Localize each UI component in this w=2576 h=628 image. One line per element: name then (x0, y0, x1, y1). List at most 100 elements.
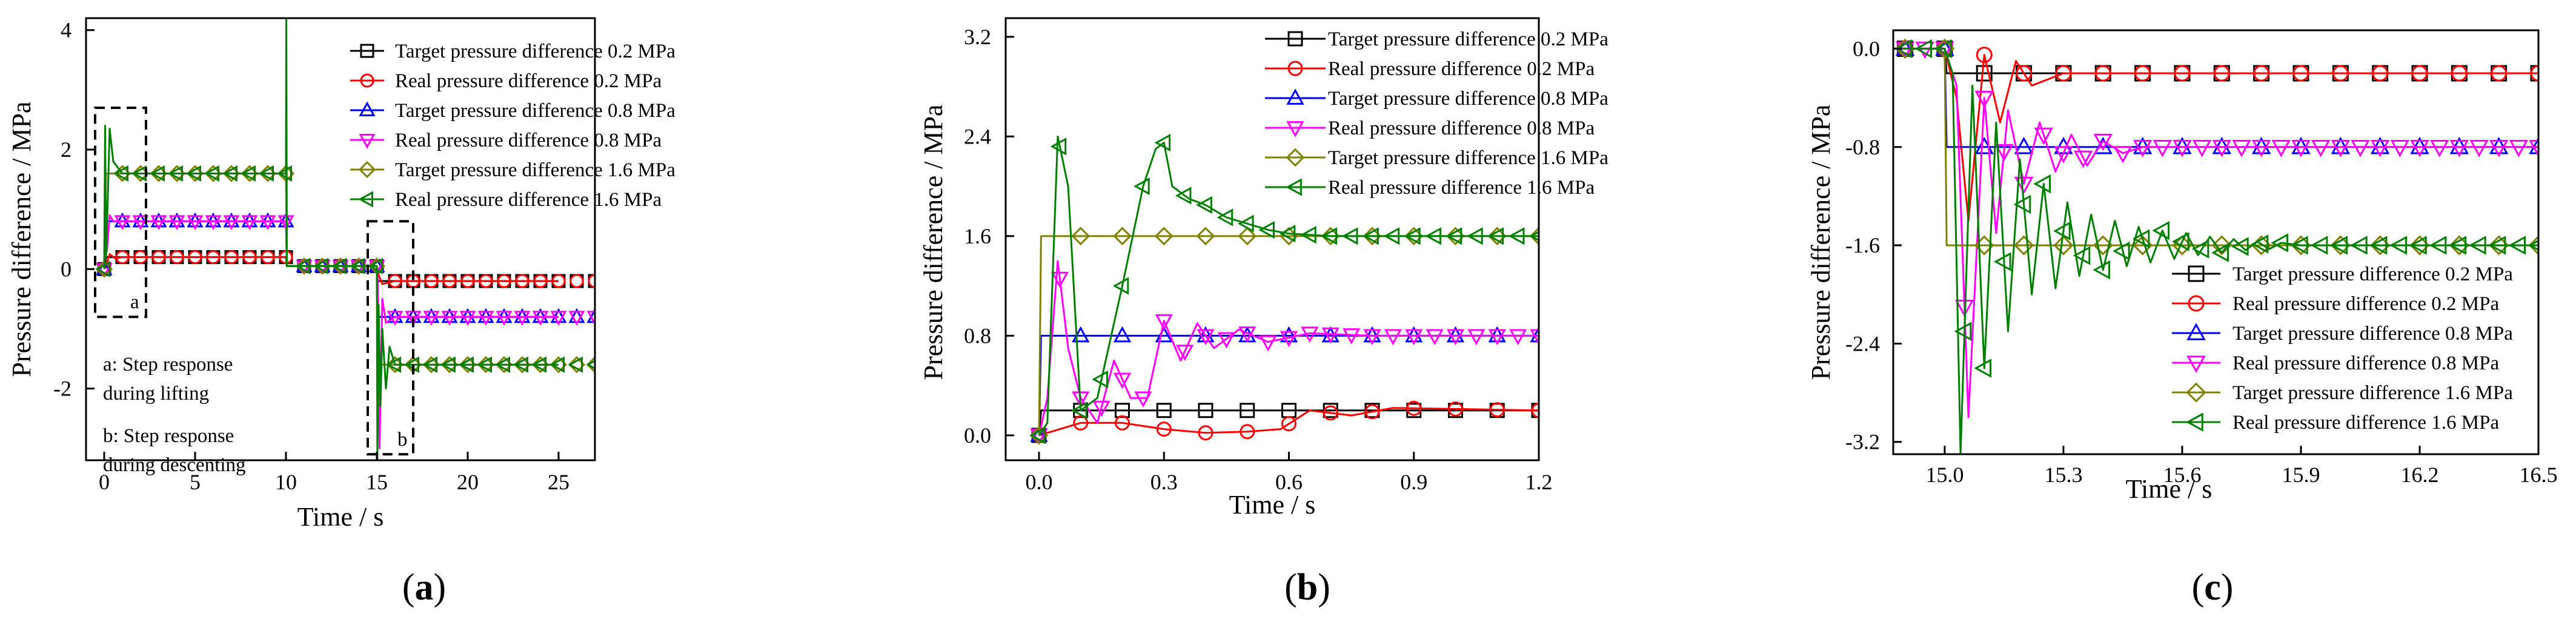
data-point (568, 311, 585, 326)
data-point (1280, 331, 1298, 348)
data-point (1115, 415, 1130, 431)
data-point (2469, 140, 2489, 157)
data-point (569, 274, 584, 288)
data-point (1446, 227, 1462, 245)
plot-frame-c (1892, 29, 2540, 455)
data-point (1530, 326, 1539, 343)
data-point (2530, 65, 2538, 82)
data-point (1073, 415, 1089, 431)
data-point (2508, 236, 2526, 255)
data-point (1029, 426, 1046, 445)
data-point (386, 356, 401, 373)
legend-item: Target pressure difference 0.8 MPa (2172, 323, 2513, 345)
x-tick-label: 15.0 (1925, 463, 1964, 487)
overlay-layer-a: a b a: Step response during lifting b: Step … (94, 106, 414, 476)
legend-label: Target pressure difference 1.6 MPa (395, 159, 676, 181)
data-point (1030, 426, 1048, 442)
data-point (1321, 327, 1339, 344)
data-point (1976, 65, 1993, 82)
data-point (2231, 237, 2249, 256)
data-point (1301, 326, 1319, 343)
data-point (2528, 235, 2538, 256)
data-point (1341, 227, 1358, 245)
data-point (223, 215, 240, 231)
data-point (114, 215, 131, 231)
data-point (2411, 65, 2428, 82)
legend-label: Target pressure difference 1.6 MPa (1328, 147, 1608, 169)
legend-item: Target pressure difference 0.8 MPa (1265, 88, 1608, 110)
data-point (2429, 140, 2449, 157)
series-target_0_8 (96, 212, 595, 323)
x-tick-label: 16.2 (2400, 463, 2438, 487)
legend-label: Real pressure difference 0.2 MPa (1328, 58, 1595, 80)
data-point (1974, 136, 1994, 154)
data-point (2251, 140, 2271, 157)
chart-panel-a: a b a: Step response during lifting b: Step … (7, 17, 676, 608)
series-real_0_2 (1031, 400, 1539, 443)
data-point (259, 215, 276, 231)
data-point (2093, 133, 2113, 151)
data-point (241, 165, 256, 182)
data-point (1113, 226, 1132, 246)
data-point (1954, 299, 1974, 317)
data-point (206, 250, 221, 265)
data-point (1530, 329, 1539, 346)
data-point (2054, 146, 2073, 164)
data-point (1487, 227, 1504, 245)
legend-marker (2186, 412, 2203, 432)
ticks-layer-a: 0 5 10 15 20 25 -2 0 2 4 (53, 18, 569, 494)
data-point (261, 250, 275, 265)
data-point (313, 257, 328, 274)
data-point (1974, 359, 1991, 378)
data-point (1467, 227, 1483, 245)
data-point (187, 215, 204, 231)
data-point (2053, 221, 2071, 241)
data-point (2331, 140, 2351, 157)
y-tick-label: -2.4 (1845, 331, 1880, 355)
data-point (2016, 65, 2033, 82)
data-point (224, 250, 239, 265)
y-axis-title-c: Pressure difference / MPa (1806, 105, 1836, 380)
data-point (115, 250, 130, 265)
data-point (1342, 328, 1361, 345)
data-point (2014, 136, 2034, 154)
data-point (2211, 235, 2232, 256)
legend-marker (1287, 61, 1303, 76)
data-point (459, 311, 476, 326)
data-point (1935, 41, 1954, 59)
annotation-note-b-line1: b: Step response (103, 425, 234, 447)
data-point (2055, 65, 2072, 82)
legend-label: Target pressure difference 0.8 MPa (2232, 323, 2513, 345)
data-point (1895, 41, 1915, 59)
legend-item: Real pressure difference 0.8 MPa (350, 130, 662, 151)
data-point (2191, 239, 2209, 259)
data-point (2331, 136, 2351, 154)
data-point (170, 250, 184, 265)
data-point (2251, 234, 2269, 254)
data-point (459, 356, 474, 373)
legend-marker (2186, 355, 2206, 373)
data-point (1280, 326, 1298, 343)
data-point (2132, 229, 2150, 248)
series-real_1_6 (1893, 39, 2538, 454)
data-point (440, 356, 456, 373)
data-point (2152, 220, 2169, 240)
legend-label: Target pressure difference 0.8 MPa (1328, 88, 1608, 110)
data-point (551, 274, 566, 288)
data-point (259, 165, 274, 182)
data-point (1974, 90, 1994, 108)
data-point (186, 165, 201, 182)
zoom-box-label-b: b (397, 429, 408, 451)
data-point (1134, 177, 1150, 196)
data-point (2390, 140, 2410, 157)
panel-label-b: (b) (1284, 567, 1330, 608)
data-point (2370, 140, 2390, 157)
data-point (1426, 329, 1444, 346)
x-axis-title-c: Time / s (2126, 474, 2213, 504)
y-tick-label: -2 (53, 377, 71, 401)
data-point (2372, 65, 2389, 82)
legend-item: Real pressure difference 0.2 MPa (350, 70, 662, 92)
legend-item: Target pressure difference 1.6 MPa (2172, 382, 2513, 404)
x-tick-label: 5 (190, 470, 201, 494)
data-point (1994, 252, 2011, 271)
